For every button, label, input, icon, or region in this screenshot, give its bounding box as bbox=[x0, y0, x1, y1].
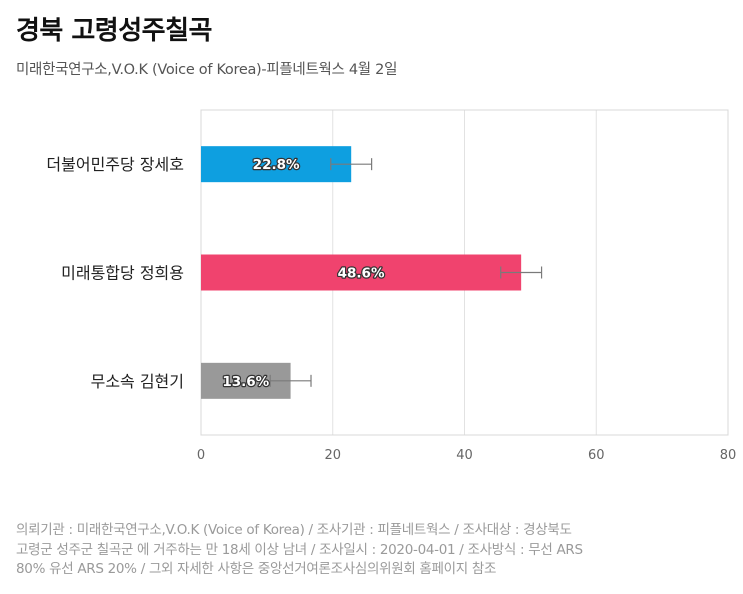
data-label: 13.6% bbox=[222, 374, 269, 390]
category-label: 무소속 김현기 bbox=[91, 372, 184, 391]
footnote: 의뢰기관 : 미래한국연구소,V.O.K (Voice of Korea) / … bbox=[16, 521, 731, 580]
x-tick-label: 40 bbox=[456, 448, 473, 463]
x-tick-label: 80 bbox=[720, 448, 737, 463]
footnote-line: 의뢰기관 : 미래한국연구소,V.O.K (Voice of Korea) / … bbox=[16, 522, 572, 538]
page-subtitle: 미래한국연구소,V.O.K (Voice of Korea)-피플네트웍스 4월… bbox=[16, 62, 398, 78]
data-label: 48.6% bbox=[338, 266, 385, 282]
bar bbox=[201, 254, 522, 291]
bar bbox=[201, 146, 352, 183]
page-title: 경북 고령성주칠곡 bbox=[16, 16, 212, 46]
data-label: 22.8% bbox=[253, 157, 300, 173]
x-tick-label: 0 bbox=[197, 448, 205, 463]
x-tick-label: 60 bbox=[588, 448, 605, 463]
footnote-line: 80% 유선 ARS 20% / 그외 자세한 사항은 중앙선거여론조사심의위원… bbox=[16, 561, 497, 577]
category-label: 미래통합당 정희용 bbox=[61, 264, 184, 283]
x-tick-label: 20 bbox=[324, 448, 341, 463]
bar-chart: 0 20 40 60 80 더불어민주당 장세호 22.8% 미래통합당 정희용 48.6% 무소… bbox=[46, 109, 737, 463]
category-label: 더불어민주당 장세호 bbox=[46, 155, 184, 174]
footnote-line: 고령군 성주군 칠곡군 에 거주하는 만 18세 이상 남녀 / 조사일시 : … bbox=[16, 541, 583, 558]
